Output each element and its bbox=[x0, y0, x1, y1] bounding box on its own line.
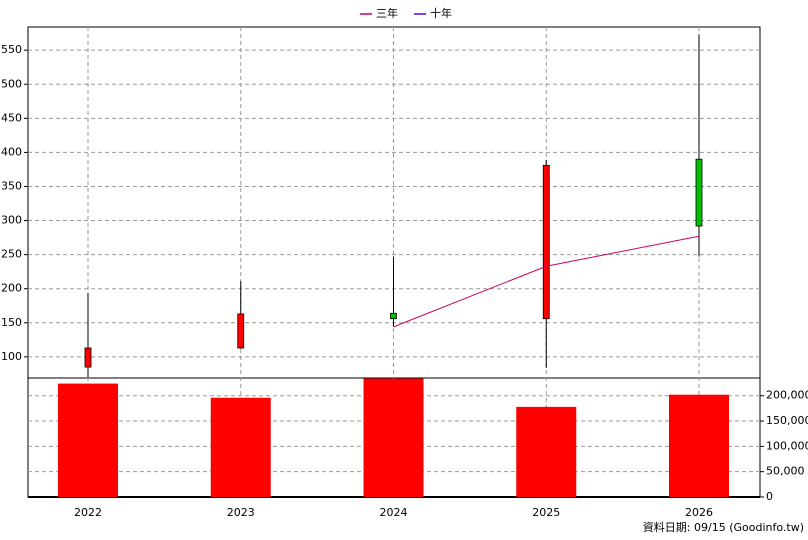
x-tick-label: 2023 bbox=[227, 506, 255, 519]
y-tick-label: 300 bbox=[1, 214, 22, 227]
candle-body bbox=[237, 313, 245, 349]
x-tick-label: 2024 bbox=[380, 506, 408, 519]
candle-body bbox=[390, 312, 397, 320]
volume-bar bbox=[58, 383, 118, 497]
x-tick-label: 2026 bbox=[685, 506, 713, 519]
y-tick-label: 450 bbox=[1, 111, 22, 124]
volume-bar bbox=[210, 397, 271, 497]
y2-tick-label: 100,000 bbox=[766, 439, 808, 452]
legend-label: 十年 bbox=[430, 6, 452, 20]
y-tick-label: 250 bbox=[1, 248, 22, 261]
y-tick-label: 500 bbox=[1, 77, 22, 90]
y-tick-label: 400 bbox=[1, 145, 22, 158]
footer: 資料日期: 09/15 (Goodinfo.tw) bbox=[643, 520, 804, 534]
volume-bar bbox=[363, 378, 424, 497]
ma-line bbox=[393, 235, 700, 328]
y-tick-label: 200 bbox=[1, 282, 22, 295]
y-tick-label: 550 bbox=[1, 43, 22, 56]
y-tick-label: 100 bbox=[1, 350, 22, 363]
x-tick-label: 2022 bbox=[74, 506, 102, 519]
y-tick-label: 350 bbox=[1, 179, 22, 192]
legend-label: 三年 bbox=[376, 6, 398, 20]
y2-tick-label: 200,000 bbox=[766, 389, 808, 402]
volume-bar bbox=[516, 406, 577, 497]
y2-tick-label: 0 bbox=[766, 490, 773, 503]
volume-bar bbox=[669, 394, 729, 497]
y2-tick-label: 50,000 bbox=[766, 465, 805, 478]
x-tick-label: 2025 bbox=[532, 506, 560, 519]
y-tick-label: 150 bbox=[1, 316, 22, 329]
candle-body bbox=[84, 347, 92, 368]
y2-tick-label: 150,000 bbox=[766, 414, 808, 427]
candle-body bbox=[542, 164, 550, 320]
candle-body bbox=[695, 158, 703, 227]
